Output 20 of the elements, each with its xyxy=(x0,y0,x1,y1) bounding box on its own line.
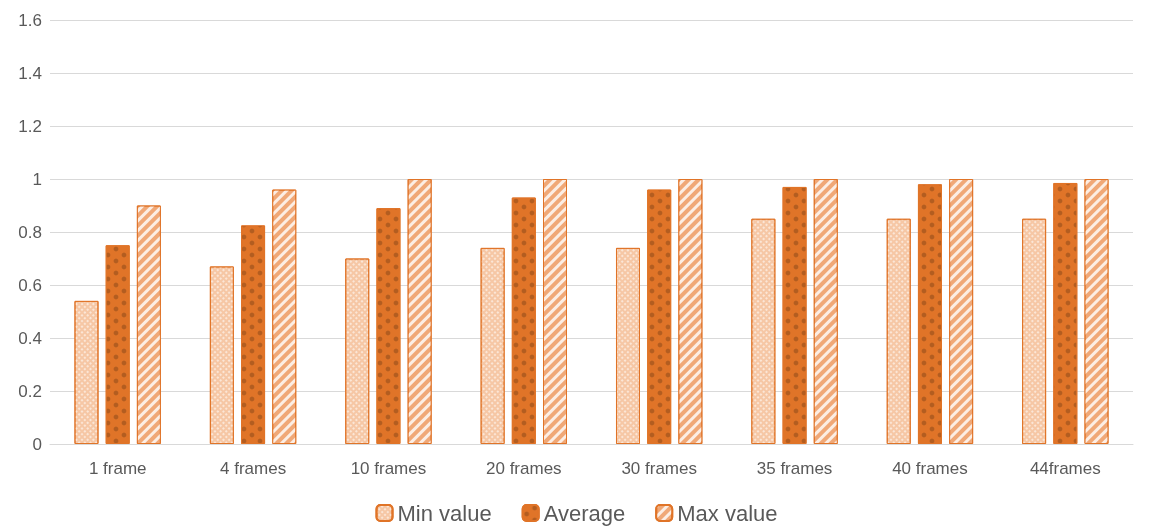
x-tick-label: 44frames xyxy=(1029,459,1101,478)
legend-label: Min value xyxy=(397,500,492,526)
x-tick-label: 30 frames xyxy=(621,459,697,478)
x-tick-label: 4 frames xyxy=(219,459,287,478)
x-tick-label: 10 frames xyxy=(350,459,427,478)
x-tick-label: 40 frames xyxy=(892,459,968,478)
x-tick-label: 1 frame xyxy=(88,459,147,478)
y-tick-label: 1 xyxy=(32,169,42,189)
y-tick-label: 1.6 xyxy=(18,10,42,30)
x-tick-label: 35 frames xyxy=(756,459,833,478)
y-tick-label: 0.8 xyxy=(18,222,42,242)
y-tick-label: 0.6 xyxy=(18,275,42,295)
y-tick-label: 0 xyxy=(32,434,42,454)
legend-label: Max value xyxy=(677,500,778,526)
y-tick-label: 0.2 xyxy=(18,381,42,401)
y-tick-label: 0.4 xyxy=(18,328,42,348)
x-tick-label: 20 frames xyxy=(486,459,562,478)
y-tick-label: 1.2 xyxy=(18,116,42,136)
legend-label: Average xyxy=(543,500,626,526)
y-tick-label: 1.4 xyxy=(18,63,42,83)
